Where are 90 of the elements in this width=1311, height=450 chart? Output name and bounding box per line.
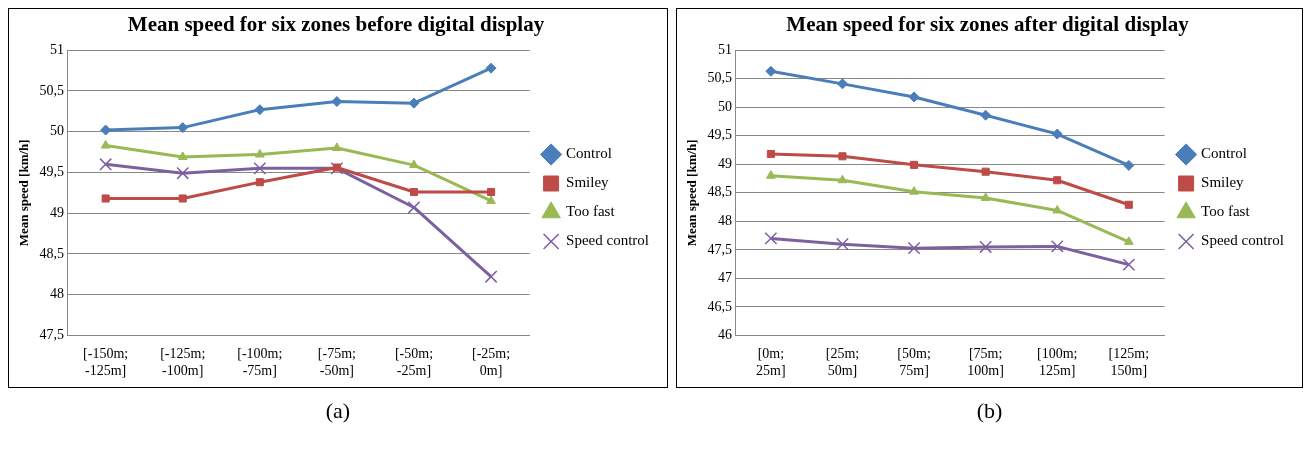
x-tick-label: [-100m; -75m] bbox=[237, 346, 283, 379]
y-tick-label: 48,5 bbox=[707, 184, 733, 200]
point bbox=[254, 104, 266, 116]
point bbox=[407, 201, 421, 214]
point bbox=[766, 149, 775, 159]
point bbox=[766, 170, 776, 179]
point bbox=[177, 122, 189, 134]
x-tick-label: [0m; 25m] bbox=[756, 346, 786, 379]
point bbox=[908, 91, 920, 103]
legend-label: Too fast bbox=[566, 203, 616, 220]
point bbox=[910, 160, 919, 169]
point bbox=[1053, 176, 1062, 185]
y-tick-label: 50,5 bbox=[707, 70, 733, 86]
point bbox=[1123, 159, 1135, 171]
y-tick-label: 46 bbox=[718, 327, 733, 343]
chart-title: Mean speed for six zones after digital display bbox=[786, 12, 1190, 37]
point bbox=[100, 140, 111, 149]
y-tick-label: 51 bbox=[50, 41, 65, 57]
point bbox=[487, 187, 496, 197]
x-tick-label: [125m; 150m] bbox=[1108, 346, 1150, 379]
y-tick-label: 48,5 bbox=[39, 245, 65, 261]
point bbox=[836, 237, 849, 251]
point bbox=[485, 62, 497, 74]
y-tick-label: 47,5 bbox=[39, 327, 65, 343]
point bbox=[981, 167, 990, 176]
y-axis-title: Mean speed [km/h] bbox=[684, 139, 700, 247]
point bbox=[255, 178, 264, 187]
legend-label: Speed control bbox=[1201, 232, 1285, 249]
y-tick-label: 47,5 bbox=[707, 241, 733, 257]
point bbox=[101, 194, 110, 203]
x-tick-label: [-125m; -100m] bbox=[160, 346, 206, 379]
point bbox=[332, 142, 342, 151]
point bbox=[254, 149, 265, 158]
point bbox=[1052, 204, 1063, 214]
y-tick-label: 49 bbox=[50, 204, 65, 220]
point bbox=[837, 174, 848, 184]
point bbox=[836, 78, 848, 90]
point bbox=[253, 161, 267, 175]
point bbox=[979, 240, 993, 254]
legend-label: Too fast bbox=[1201, 203, 1251, 220]
x-tick-label: [50m; 75m] bbox=[897, 346, 931, 379]
x-tick-label: [-150m; -125m] bbox=[83, 346, 129, 379]
legend-label: Smiley bbox=[566, 174, 610, 191]
y-tick-label: 48 bbox=[718, 212, 733, 228]
text: (b) bbox=[975, 398, 1004, 424]
point bbox=[1122, 258, 1136, 272]
legend-label: Control bbox=[566, 145, 612, 162]
point bbox=[176, 166, 190, 180]
point bbox=[1051, 128, 1063, 140]
point bbox=[838, 152, 847, 161]
y-tick-label: 51 bbox=[718, 41, 733, 57]
y-axis-title: Mean speed [km/h] bbox=[16, 139, 32, 247]
point bbox=[408, 97, 420, 109]
y-tick-label: 48 bbox=[50, 286, 65, 302]
y-tick-label: 50 bbox=[50, 123, 65, 139]
point bbox=[177, 151, 188, 160]
point bbox=[909, 186, 919, 195]
x-tick-label: [-25m; 0m] bbox=[472, 346, 511, 379]
y-tick-label: 50,5 bbox=[39, 82, 65, 98]
point bbox=[765, 65, 777, 77]
legend-label: Smiley bbox=[1201, 174, 1245, 191]
point bbox=[980, 192, 991, 201]
point bbox=[486, 195, 496, 204]
point bbox=[484, 270, 498, 284]
x-tick-label: [25m; 50m] bbox=[825, 346, 860, 379]
x-tick-label: [-75m; -50m] bbox=[317, 346, 356, 379]
x-tick-label: [100m; 125m] bbox=[1037, 346, 1078, 379]
x-tick-label: [-50m; -25m] bbox=[394, 346, 434, 379]
point bbox=[178, 194, 187, 203]
legend-label: Control bbox=[1201, 145, 1247, 162]
y-tick-label: 47 bbox=[718, 270, 733, 286]
point bbox=[1050, 240, 1064, 253]
point bbox=[764, 232, 778, 245]
y-tick-label: 50 bbox=[718, 98, 733, 114]
point bbox=[331, 96, 343, 108]
point bbox=[409, 187, 419, 197]
point bbox=[409, 159, 419, 169]
x-tick-label: [75m; 100m] bbox=[967, 346, 1004, 379]
point bbox=[980, 109, 992, 121]
y-tick-label: 49,5 bbox=[707, 127, 733, 143]
text: (a) bbox=[324, 398, 352, 424]
point bbox=[99, 157, 113, 171]
point bbox=[1123, 236, 1134, 245]
point bbox=[1124, 200, 1133, 209]
y-tick-label: 46,5 bbox=[707, 298, 733, 314]
legend-label: Speed control bbox=[566, 232, 650, 249]
y-tick-label: 49 bbox=[718, 155, 733, 171]
chart-title: Mean speed for six zones before digital display bbox=[127, 12, 545, 37]
y-tick-label: 49,5 bbox=[39, 164, 65, 180]
point bbox=[907, 241, 921, 255]
